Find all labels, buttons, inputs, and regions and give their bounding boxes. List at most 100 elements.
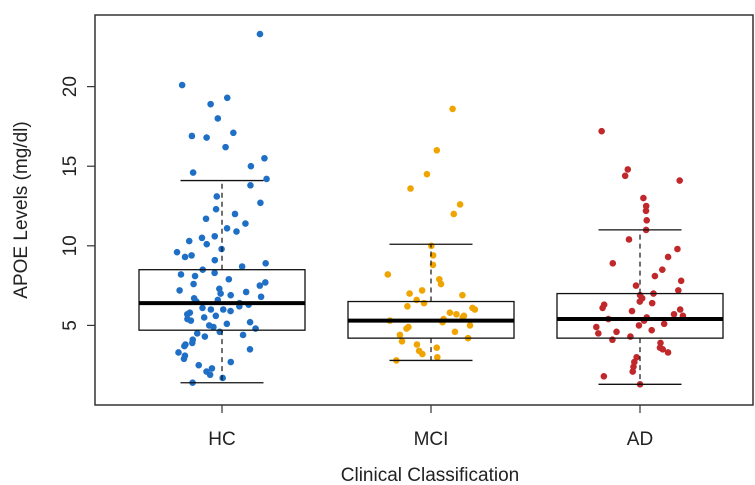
data-point <box>199 304 206 312</box>
y-tick-label: 5 <box>60 320 81 331</box>
data-point <box>629 368 637 375</box>
data-point <box>459 291 466 299</box>
data-point <box>609 336 616 344</box>
data-point <box>413 341 421 348</box>
data-point <box>219 306 227 313</box>
data-point <box>190 280 197 288</box>
data-point <box>182 341 189 348</box>
x-tick-label: AD <box>627 429 653 450</box>
y-axis-label: APOE Levels (mg/dl) <box>11 121 32 298</box>
data-point <box>219 374 226 382</box>
data-point <box>621 172 629 180</box>
data-point <box>211 256 219 264</box>
data-point <box>188 252 195 259</box>
data-point <box>203 240 211 248</box>
data-point <box>189 169 197 176</box>
data-point <box>195 361 203 369</box>
data-point <box>643 217 651 224</box>
data-point <box>384 271 392 278</box>
data-point <box>676 177 683 184</box>
data-point <box>406 290 413 297</box>
data-point <box>674 245 681 253</box>
data-point <box>404 303 411 310</box>
data-point <box>600 373 608 380</box>
data-point <box>201 333 209 340</box>
data-point <box>469 304 476 312</box>
data-point <box>676 306 684 313</box>
data-point <box>191 272 199 280</box>
data-point <box>627 333 634 340</box>
data-point <box>657 339 664 347</box>
data-point <box>230 129 237 137</box>
data-point <box>642 207 650 215</box>
x-axis-label: Clinical Classification <box>341 465 519 485</box>
data-point <box>205 322 213 329</box>
data-point <box>625 236 633 243</box>
data-point <box>247 162 255 170</box>
data-point <box>223 320 231 328</box>
data-point <box>262 279 269 286</box>
data-point <box>200 314 208 321</box>
data-point <box>407 185 414 192</box>
data-point <box>246 345 254 353</box>
data-point <box>208 365 216 372</box>
data-point <box>222 143 229 151</box>
data-point <box>659 266 666 273</box>
data-point <box>223 94 231 102</box>
data-point <box>398 338 406 345</box>
x-tick-label: MCI <box>414 429 449 450</box>
data-point <box>212 205 220 213</box>
data-point <box>178 81 186 89</box>
data-point <box>247 182 254 189</box>
data-point <box>227 358 235 366</box>
data-point <box>423 170 431 178</box>
data-point <box>450 210 458 218</box>
data-point <box>466 322 474 329</box>
data-point <box>175 349 182 356</box>
data-point <box>433 344 441 351</box>
data-point <box>183 310 191 318</box>
data-point <box>418 287 426 294</box>
data-point <box>207 100 214 108</box>
data-point <box>176 287 183 294</box>
data-point <box>203 134 210 141</box>
data-point <box>648 326 656 334</box>
data-point <box>256 30 264 38</box>
data-point <box>213 193 221 200</box>
y-tick-label: 15 <box>60 156 81 177</box>
data-point <box>593 323 600 331</box>
data-point <box>437 280 445 288</box>
data-point <box>202 215 210 223</box>
data-point <box>211 269 218 277</box>
data-point <box>632 282 640 289</box>
data-point <box>193 330 201 337</box>
data-point <box>233 228 240 235</box>
y-tick-label: 10 <box>60 235 81 256</box>
data-point <box>675 287 682 294</box>
y-tick-label: 20 <box>60 76 81 97</box>
data-point <box>664 253 672 261</box>
data-point <box>239 331 247 339</box>
data-point <box>595 330 602 337</box>
data-point <box>198 234 206 242</box>
data-point <box>628 307 636 315</box>
data-point <box>419 350 426 358</box>
data-point <box>677 277 685 285</box>
data-point <box>238 263 246 270</box>
data-point <box>453 310 460 318</box>
data-point <box>252 325 259 332</box>
data-point <box>263 175 270 183</box>
data-point <box>256 282 264 289</box>
data-point <box>670 310 678 318</box>
data-point <box>223 225 231 232</box>
data-point <box>214 115 222 122</box>
data-point <box>433 147 441 154</box>
data-point <box>190 295 198 302</box>
data-point <box>225 275 233 283</box>
data-point <box>599 304 606 312</box>
data-point <box>635 322 643 329</box>
data-point <box>609 260 617 267</box>
x-tick-label: HC <box>208 429 235 450</box>
data-point <box>180 355 188 363</box>
